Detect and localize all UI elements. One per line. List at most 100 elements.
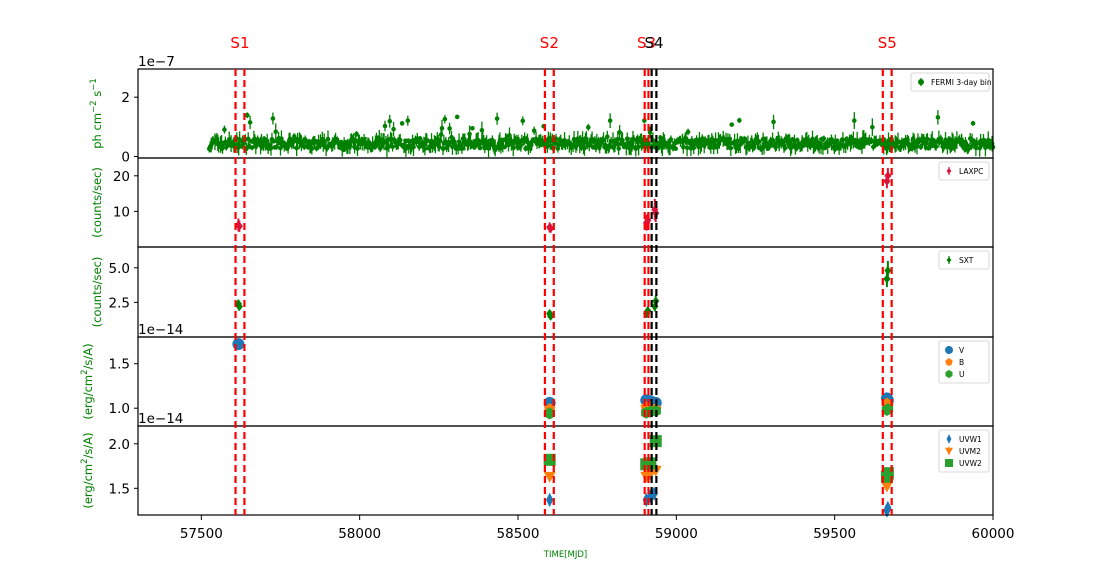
legend-marker (946, 168, 952, 174)
series-b (544, 397, 894, 414)
fermi-point (390, 144, 395, 150)
fermi-point (442, 116, 448, 122)
fermi-point (271, 138, 277, 144)
y-tick-label: 20 (113, 169, 130, 185)
state-marker-s1: S1 (230, 34, 250, 515)
fermi-point (279, 136, 284, 141)
fermi-point (736, 146, 741, 151)
fermi-point (397, 137, 403, 143)
panel-frame (137, 157, 994, 248)
fermi-point (377, 146, 383, 151)
x-tick-label: 57500 (180, 526, 223, 542)
fermi-point (439, 125, 445, 131)
x-tick-label: 58500 (497, 526, 540, 542)
fermi-point (660, 145, 665, 150)
fermi-point (970, 121, 976, 126)
legend-marker (945, 459, 953, 467)
fermi-point (325, 136, 331, 142)
fermi-point (477, 145, 483, 151)
state-label: S4 (644, 34, 663, 52)
fermi-point (220, 145, 225, 151)
fermi-point (636, 144, 641, 149)
data-point (644, 306, 652, 316)
fermi-point (382, 123, 388, 129)
fermi-point (801, 142, 807, 148)
state-marker-s2: S2 (540, 34, 559, 515)
y-tick-label: 1.5 (109, 357, 130, 373)
fermi-point (761, 144, 767, 149)
fermi-point (531, 128, 537, 133)
legend-marker (946, 434, 952, 444)
data-point (884, 266, 892, 276)
fermi-point (771, 119, 776, 125)
legend: VBU (938, 340, 990, 384)
fermi-point (582, 145, 587, 151)
fermi-point (399, 121, 405, 126)
fermi-point (935, 115, 941, 120)
series-v (232, 338, 894, 409)
fermi-point (782, 145, 788, 151)
legend-marker (945, 358, 953, 366)
legend-label: SXT (959, 256, 974, 265)
data-point (644, 457, 657, 470)
series-laxpc (234, 167, 892, 233)
fermi-point (454, 114, 460, 120)
fermi-point (870, 124, 875, 130)
legend: SXT (938, 250, 990, 270)
legend: FERMI 3-day bin (910, 72, 992, 92)
fermi-point (905, 137, 910, 143)
y-tick-label: 1.5 (109, 481, 130, 497)
fermi-point (502, 144, 508, 150)
state-label: S5 (878, 34, 897, 52)
state-label: S3 (637, 34, 656, 52)
y-axis-label: (erg/cm2/s/A) (80, 432, 95, 508)
fermi-point (354, 131, 359, 137)
fermi-point (607, 118, 613, 123)
y-tick-label: 1.0 (109, 401, 130, 417)
panel-frame (137, 246, 994, 338)
fermi-point (691, 145, 697, 151)
panel-frame (137, 336, 994, 427)
panel-uvot_optical: 1.0 1.5 1e−14 (erg/cm2/s/A) VBU (80, 322, 994, 427)
fermi-point (584, 136, 589, 142)
fermi-point (264, 138, 270, 144)
fermi-point (443, 139, 449, 144)
fermi-point (411, 144, 416, 150)
series-uvw2 (543, 435, 894, 483)
fermi-point (425, 138, 431, 144)
fermi-point (617, 129, 622, 135)
data-point (649, 435, 662, 448)
data-point (546, 492, 554, 508)
fermi-point (467, 131, 472, 137)
series-uvm2 (543, 465, 894, 493)
offset-text: 1e−14 (138, 411, 183, 427)
fermi-point (438, 132, 444, 137)
x-tick-label: 59000 (655, 526, 698, 542)
fermi-point (273, 129, 279, 135)
fermi-point (605, 134, 610, 140)
legend-frame (938, 250, 990, 270)
fermi-point (857, 139, 863, 144)
fermi-point (624, 136, 630, 141)
fermi-point (222, 127, 227, 132)
legend-label: U (959, 370, 965, 379)
y-axis-label: (counts/sec) (90, 167, 104, 238)
legend-label: V (959, 346, 965, 355)
y-tick-label: 2.5 (109, 295, 130, 311)
legend-marker (945, 447, 953, 455)
x-axis: 57500 58000 58500 59000 59500 60000 TIME[MJD] (180, 515, 1015, 560)
fermi-point (794, 146, 799, 151)
y-tick-label: 2.0 (109, 437, 130, 453)
fermi-point (355, 146, 360, 151)
fermi-point (244, 112, 250, 118)
x-tick-label: 60000 (972, 526, 1015, 542)
fermi-point (681, 144, 686, 150)
data-point (235, 302, 243, 312)
offset-text: 1e−7 (138, 54, 175, 70)
fermi-point (391, 126, 396, 132)
y-axis-label: ph cm−2 s−1 (89, 78, 104, 149)
state-marker-s4: S4 (644, 34, 664, 515)
fermi-point (657, 140, 662, 145)
